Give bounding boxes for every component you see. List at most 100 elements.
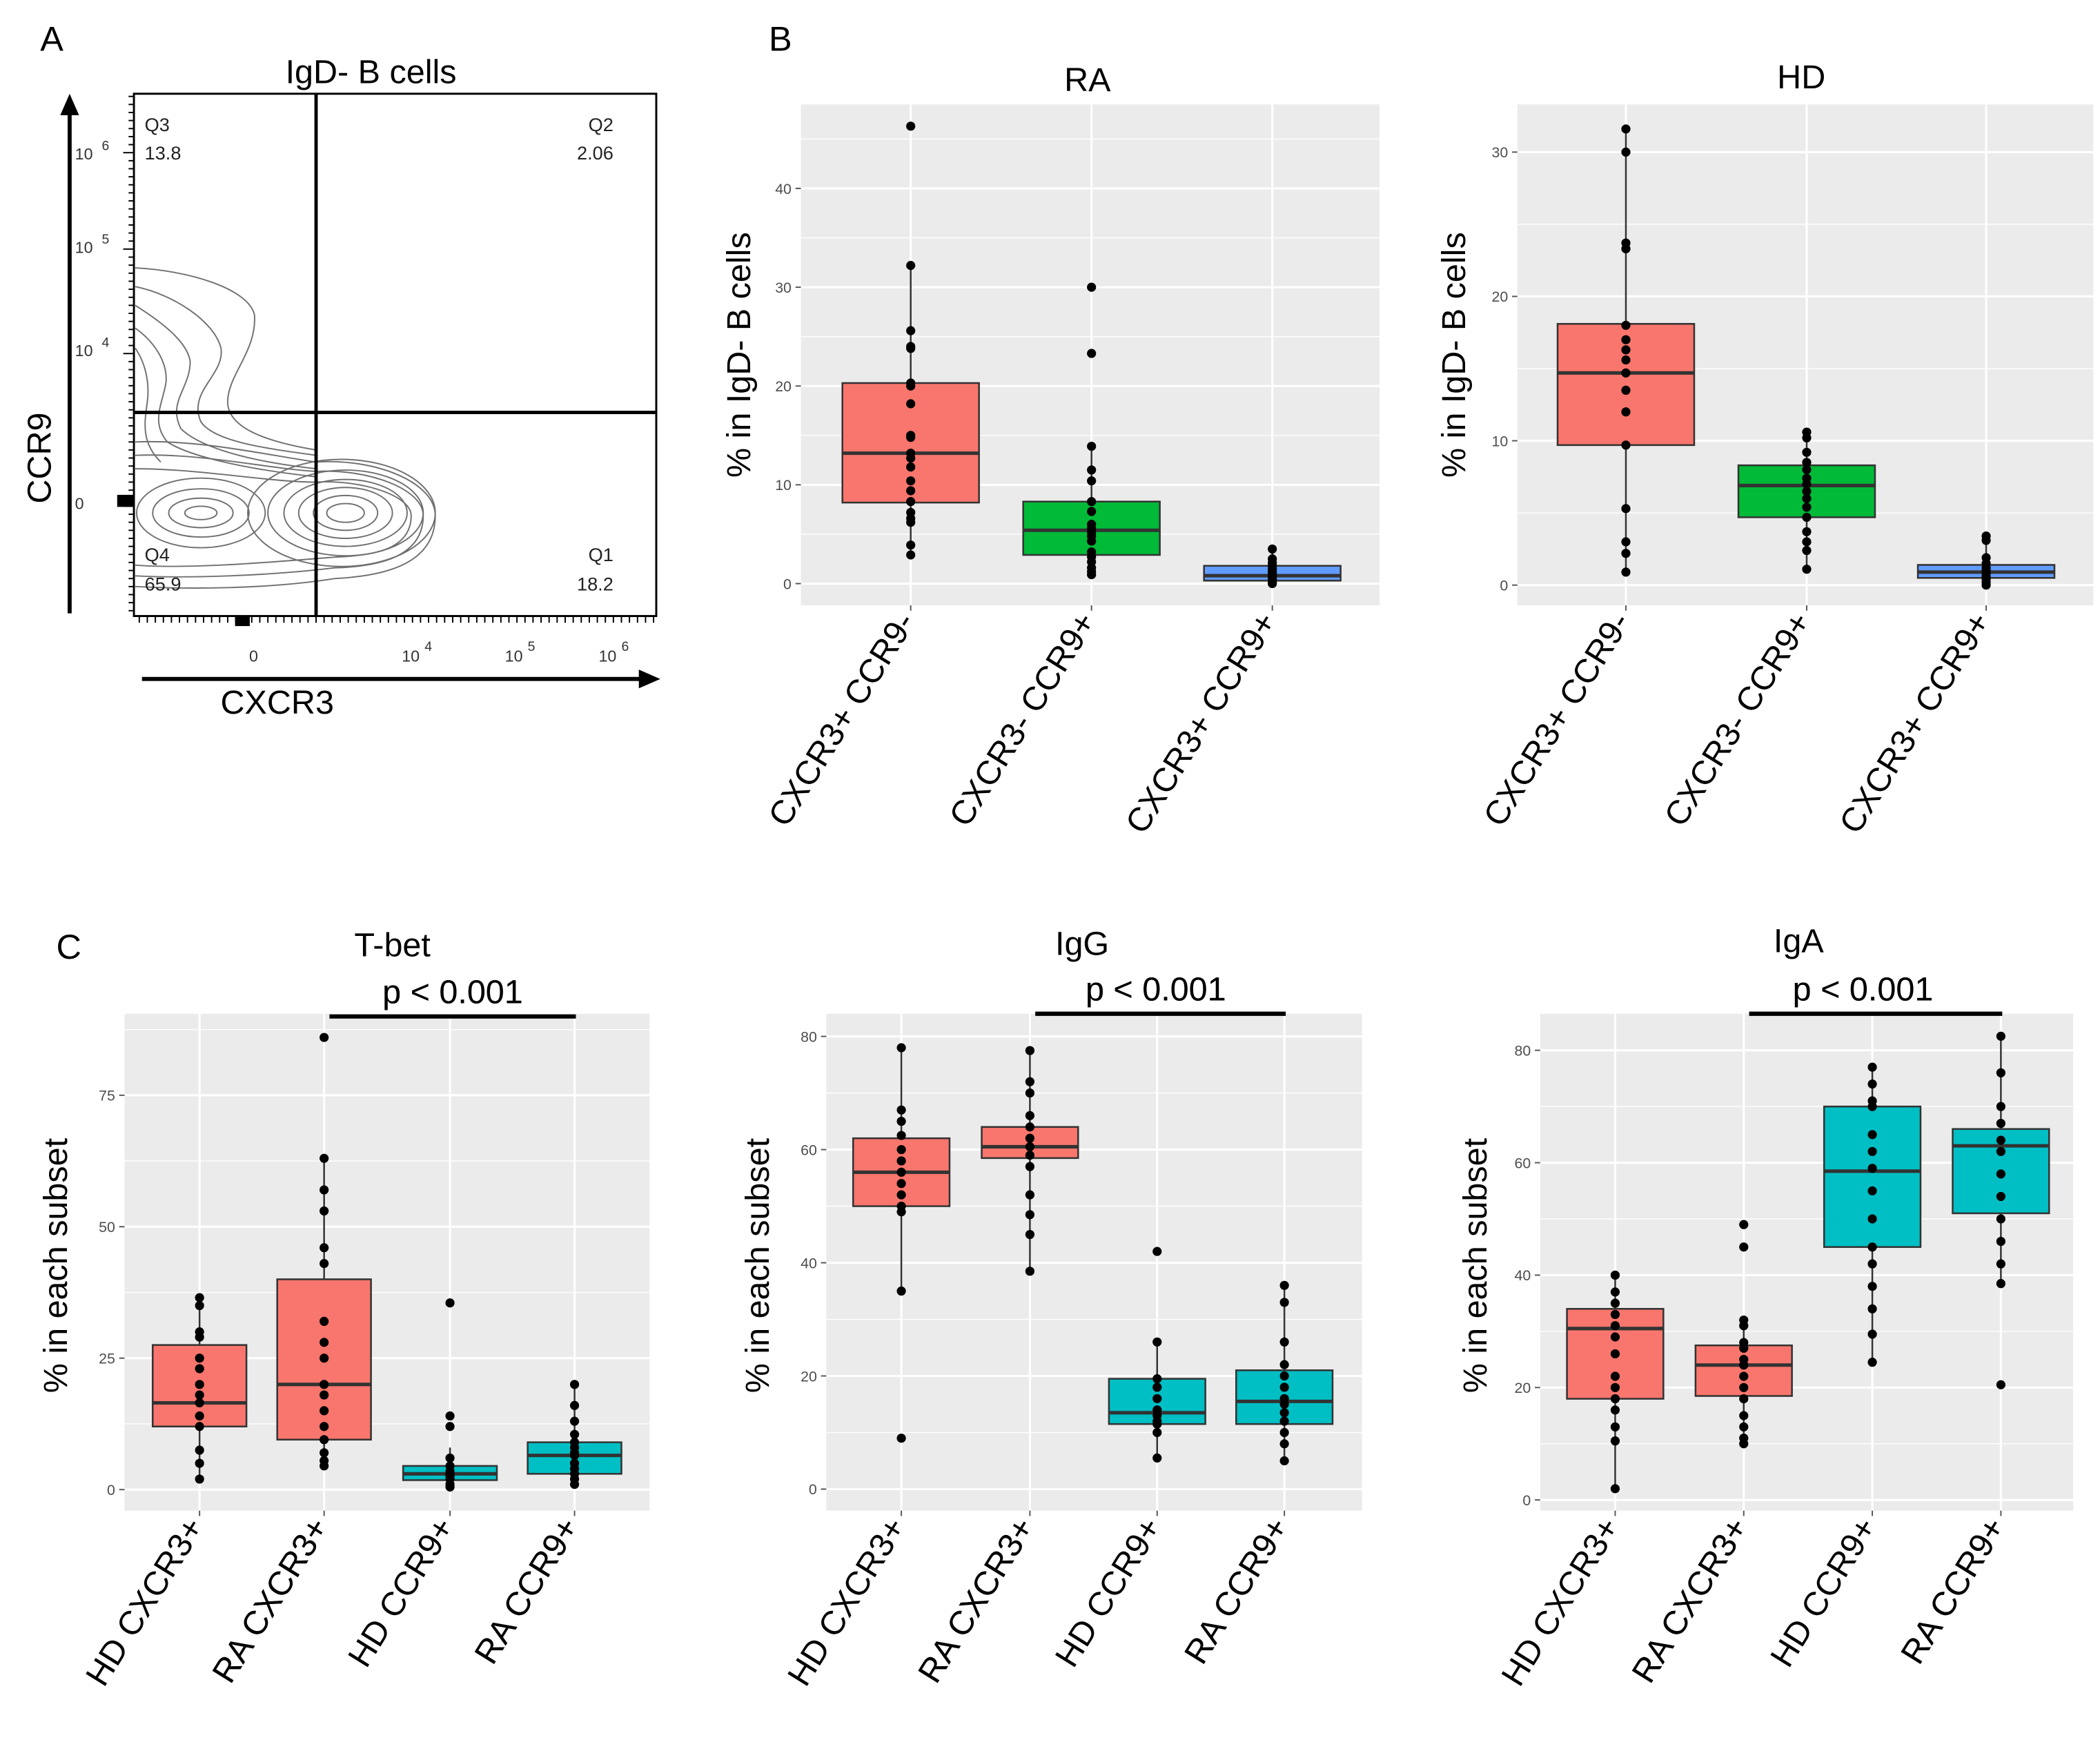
data-point [1279,1456,1289,1466]
flow-title: IgD- B cells [286,53,457,90]
flow-x-tick-label: 10 [402,647,420,665]
flow-y-tick-label: 10 [75,342,93,360]
data-point [1610,1309,1620,1320]
box-cxcr3-ccr9- [841,121,980,560]
data-point [320,1259,329,1269]
x-tick-label: CXCR3- CCR9+ [1657,606,1818,833]
data-point [1867,1146,1877,1156]
box-hd-cxcr3- [151,1293,248,1484]
data-point [320,1354,329,1363]
data-point [906,453,916,463]
data-point [1996,1380,2005,1389]
data-point [1621,504,1631,514]
flow-x-tick-label: 10 [505,647,523,665]
data-point [1025,1046,1034,1055]
data-point [1610,1382,1620,1392]
data-point [1268,578,1277,589]
data-point [906,540,916,550]
data-point [1802,565,1812,574]
data-point [1802,465,1812,475]
flow-xlabel: CXCR3 [221,684,334,721]
y-tick-label: 10 [1491,433,1508,449]
boxplot-hd: 0 10 20 30 CXCR3+ CCR9- CXCR3- CCR9+ CXCR3+ CC… [1435,59,2094,840]
data-point [320,1316,329,1327]
flow-y-tick-exponent: 6 [101,138,109,153]
data-point [1802,447,1812,457]
data-point [1268,544,1277,554]
data-point [896,1207,906,1217]
data-point [1610,1287,1620,1297]
data-point [195,1390,204,1400]
p-value-annotation: p < 0.001 [382,973,523,1010]
flow-x-tick-label: 0 [249,647,258,665]
data-point [1802,494,1812,503]
boxplot-ra: 0 10 20 30 40 CXCR3+ CCR9- CXCR3- CCR9+ CXCR3+ … [720,61,1380,840]
data-point [1025,1210,1034,1220]
data-point [569,1451,580,1460]
flow-tick-labels: 10 6 10 5 10 4 0 0 10 4 10 5 10 6 [75,138,629,665]
significance-from-label: RA CXCR3+ [1625,1511,1755,1689]
contour-line [135,304,317,470]
data-point [1802,512,1812,522]
y-tick-label: 10 [775,477,792,494]
data-point [1279,1337,1289,1347]
data-point [320,1435,329,1445]
box-cxcr3-ccr9- [1556,124,1696,577]
quadrant-q4-name: Q4 [145,544,170,565]
data-point [1621,368,1631,378]
y-axis-label: % in IgD- B cells [1435,232,1473,478]
contour-line [135,468,412,567]
data-point [320,1390,329,1400]
panel-label-b: B [769,19,792,59]
data-point [1867,1242,1877,1252]
data-point [1996,1191,2005,1202]
contour-line [247,458,436,567]
data-point [896,1105,906,1115]
data-point [1610,1436,1620,1446]
data-point [1867,1130,1877,1140]
data-point [195,1422,204,1432]
data-point [1152,1374,1162,1384]
data-point [1621,567,1631,577]
box-cxcr3-ccr9- [1737,427,1876,574]
quadrant-q1-value: 18.2 [577,574,614,595]
data-point [1621,345,1631,355]
data-point [569,1400,580,1410]
data-point [1087,465,1097,475]
data-point [1621,355,1631,365]
data-point [1152,1427,1162,1438]
data-point [1996,1031,2005,1041]
box-ra-cxcr3- [1694,1220,1793,1449]
data-point [906,497,916,507]
data-point [1087,536,1097,546]
flow-y-tick-label: 10 [75,145,93,163]
y-tick-label: 60 [801,1142,817,1158]
x-tick-label: HD CCR9+ [341,1511,462,1673]
data-point [1996,1146,2005,1156]
data-point [1025,1190,1034,1200]
flow-y-tick-exponent: 5 [101,232,109,247]
box-ra-ccr9- [1235,1280,1334,1466]
x-tick-label: HD CXCR3+ [79,1511,211,1692]
data-point [1087,507,1097,516]
data-point [1802,545,1812,556]
data-point [1867,1329,1877,1339]
flow-contour-plot: IgD- B cells Q3 13.8 Q2 2.06 Q4 65.9 Q1 … [21,53,660,721]
data-point [1996,1236,2005,1247]
contour-line [135,286,317,456]
data-point [1087,476,1097,486]
y-tick-label: 50 [99,1219,115,1235]
flow-x-tick-exponent: 4 [424,639,432,654]
data-point [1739,1220,1749,1229]
data-point [1996,1118,2005,1128]
data-point [906,121,916,131]
y-axis-label: % in each subset [739,1137,776,1393]
data-point [906,486,916,496]
y-tick-label: 40 [801,1255,817,1271]
data-point [195,1411,204,1421]
data-point [906,518,916,527]
data-point [195,1364,204,1374]
data-point [1087,497,1097,507]
y-tick-label: 0 [1522,1492,1531,1509]
data-point [1802,479,1812,489]
